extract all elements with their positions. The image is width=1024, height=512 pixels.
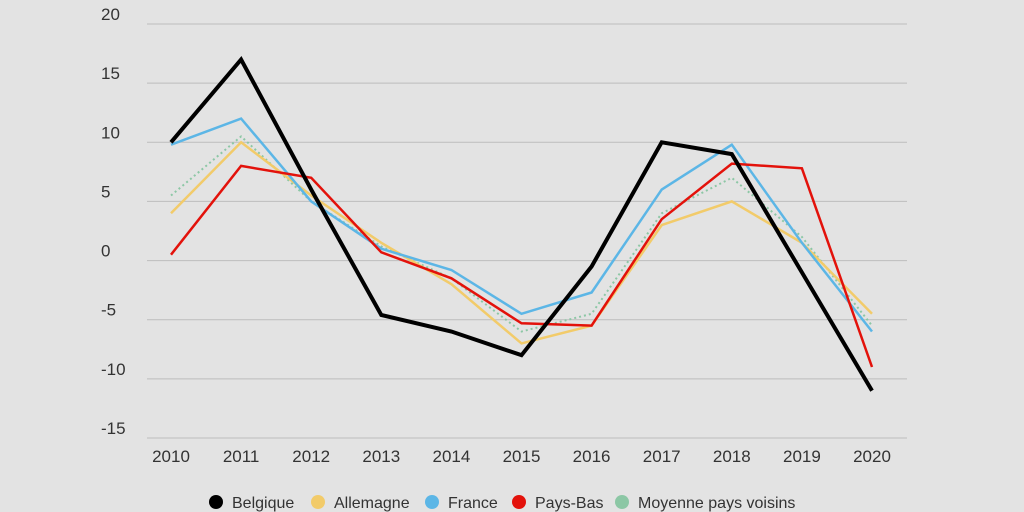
legend-marker	[209, 495, 223, 509]
y-tick-label: 20	[101, 5, 120, 24]
series-line-france	[170, 117, 873, 333]
legend-label: Moyenne pays voisins	[638, 495, 795, 512]
legend-marker	[615, 495, 629, 509]
x-tick-label: 2010	[152, 447, 190, 466]
y-tick-label: -10	[101, 360, 126, 379]
x-tick-label: 2013	[362, 447, 400, 466]
y-tick-label: -5	[101, 301, 116, 320]
y-tick-label: 0	[101, 242, 110, 261]
gridlines	[147, 23, 907, 439]
legend: Belgique Allemagne France Pays-Bas Moyenne p…	[209, 495, 795, 512]
series-lines	[169, 55, 874, 392]
legend-label: Pays-Bas	[535, 495, 603, 512]
x-tick-label: 2020	[853, 447, 891, 466]
x-tick-label: 2019	[783, 447, 821, 466]
y-tick-label: 15	[101, 64, 120, 83]
legend-label: Belgique	[232, 495, 294, 512]
y-tick-label: -15	[101, 419, 126, 438]
x-tick-label: 2014	[432, 447, 470, 466]
x-tick-label: 2015	[503, 447, 541, 466]
legend-marker	[311, 495, 325, 509]
x-tick-label: 2011	[223, 447, 260, 466]
x-tick-label: 2016	[573, 447, 611, 466]
x-tick-label: 2018	[713, 447, 751, 466]
series-line-belgique	[169, 55, 874, 392]
series-line-allemagne	[170, 140, 873, 345]
y-axis-ticks: 20 15 10 5 0 -5 -10 -15	[101, 5, 126, 438]
x-tick-label: 2017	[643, 447, 681, 466]
legend-label: Allemagne	[334, 495, 410, 512]
series-line-pays-bas	[170, 162, 874, 368]
y-tick-label: 10	[101, 123, 120, 142]
x-tick-label: 2012	[292, 447, 330, 466]
legend-label: France	[448, 495, 498, 512]
x-axis-ticks: 2010 2011 2012 2013 2014 2015 2016 2017 2018 2019…	[152, 447, 891, 466]
series-line-moyenne-pays-voisins	[170, 135, 873, 333]
legend-marker	[512, 495, 526, 509]
y-tick-label: 5	[101, 182, 110, 201]
legend-marker	[425, 495, 439, 509]
